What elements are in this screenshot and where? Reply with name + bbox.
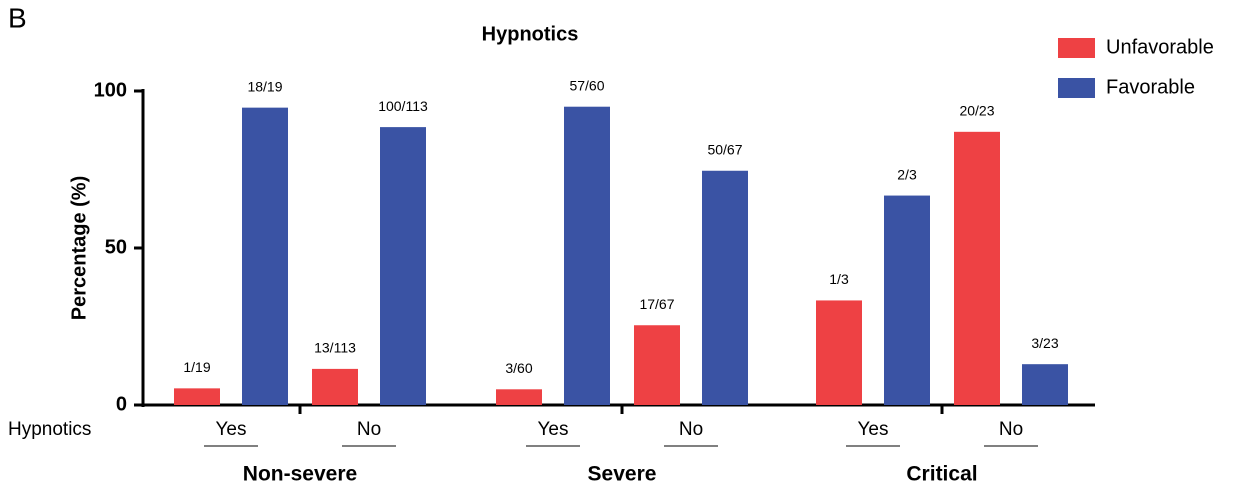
group-label: Critical: [906, 463, 977, 486]
bar: [312, 368, 358, 405]
x-tick-label: Yes: [216, 419, 247, 440]
y-tick-label: 50: [105, 236, 127, 258]
value-label: 1/19: [183, 359, 210, 375]
bar: [702, 170, 748, 405]
bar: [816, 300, 862, 405]
legend-label: Unfavorable: [1106, 36, 1214, 58]
value-label: 100/113: [378, 98, 428, 114]
bar: [174, 388, 220, 405]
x-tick-label: No: [679, 419, 703, 440]
x-tick-label: No: [999, 419, 1023, 440]
bar: [380, 127, 426, 406]
bar: [242, 107, 288, 405]
x-row-label: Hypnotics: [8, 419, 91, 440]
legend-swatch: [1058, 78, 1095, 98]
group-label: Severe: [588, 463, 657, 486]
chart-title: Hypnotics: [482, 23, 579, 45]
bar: [634, 325, 680, 405]
bar: [954, 131, 1000, 405]
y-tick-label: 100: [94, 79, 127, 101]
bar: [884, 195, 930, 405]
value-label: 50/67: [707, 141, 742, 157]
value-label: 18/19: [247, 78, 282, 94]
value-label: 3/60: [505, 360, 532, 376]
panel-label: B: [8, 2, 27, 33]
value-label: 1/3: [829, 271, 849, 287]
y-tick-label: 0: [116, 393, 127, 415]
legend-label: Favorable: [1106, 76, 1195, 98]
bar: [1022, 364, 1068, 405]
y-axis-label: Percentage (%): [68, 176, 90, 321]
group-label: Non-severe: [243, 463, 357, 486]
value-label: 3/23: [1031, 335, 1058, 351]
x-tick-label: Yes: [858, 419, 889, 440]
value-label: 13/113: [314, 340, 356, 356]
value-label: 2/3: [897, 166, 917, 182]
bar: [564, 106, 610, 405]
x-tick-label: No: [357, 419, 381, 440]
legend-swatch: [1058, 38, 1095, 58]
value-label: 57/60: [569, 77, 604, 93]
value-label: 20/23: [959, 103, 994, 119]
bar: [496, 389, 542, 405]
value-label: 17/67: [639, 296, 674, 312]
x-tick-label: Yes: [538, 419, 569, 440]
